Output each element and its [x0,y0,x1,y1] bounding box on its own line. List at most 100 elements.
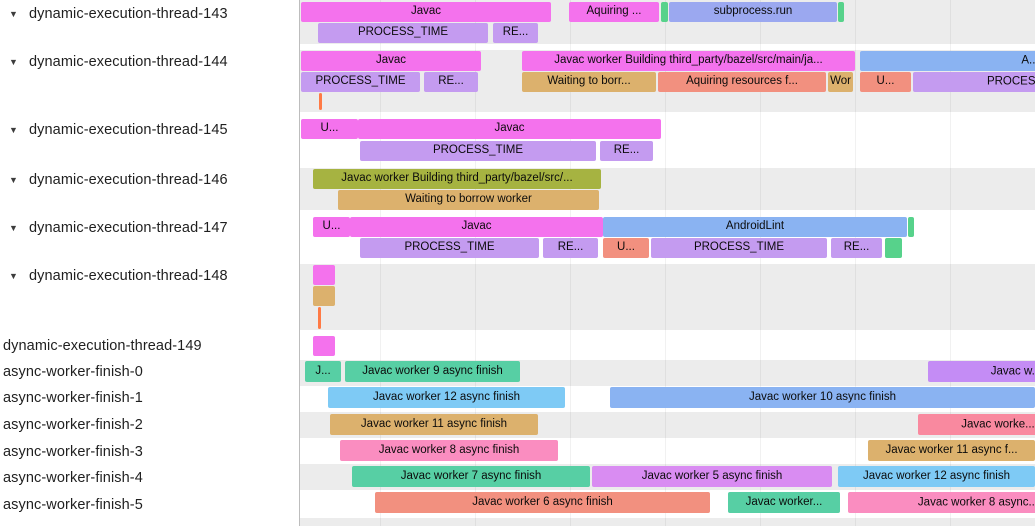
track-label-dynamic-execution-thread-144[interactable]: ▼ dynamic-execution-thread-144 [0,52,298,72]
trace-slice[interactable]: PROCESS_TIME [318,23,488,43]
trace-slice[interactable]: PROCESS_TIME [651,238,827,258]
slice-label: Javac worker Building third_party/bazel/… [554,54,823,67]
track-label-async-worker-finish-0[interactable]: async-worker-finish-0 [0,362,298,382]
sidebar: ▼ dynamic-execution-thread-143 ▼ dynamic-ex… [0,0,300,526]
trace-slice[interactable] [313,286,335,306]
trace-slice[interactable]: Wor [828,72,853,92]
slice-label: Javac worker 8 async... [917,495,1035,508]
slice-label: Javac w... [990,364,1035,377]
trace-slice[interactable]: Javac worker 11 async f... [868,440,1035,461]
trace-slice[interactable] [319,93,322,110]
trace-slice[interactable]: J... [305,361,341,382]
trace-slice[interactable]: Javac worker 5 async finish [592,466,832,487]
trace-slice[interactable]: Javac worker 11 async finish [330,414,538,435]
trace-slice[interactable]: U... [860,72,911,92]
slice-label: subprocess.run [713,5,793,18]
track-name: async-worker-finish-3 [3,444,143,460]
trace-slice[interactable]: RE... [493,23,538,43]
trace-slice[interactable] [313,336,335,356]
trace-slice[interactable]: Aquiring resources f... [658,72,826,92]
trace-slice[interactable]: Javac worker 9 async finish [345,361,520,382]
trace-slice[interactable]: RE... [424,72,478,92]
slice-label: Javac [410,5,442,18]
trace-slice[interactable]: Javac [301,51,481,71]
trace-slice[interactable] [908,217,914,237]
track-name: async-worker-finish-5 [3,497,143,513]
trace-slice[interactable]: PROCESS_TIME [913,72,1035,92]
trace-slice[interactable]: U... [313,217,350,237]
track-label-async-worker-finish-3[interactable]: async-worker-finish-3 [0,442,298,462]
trace-slice[interactable]: U... [301,119,358,139]
trace-slice[interactable]: Javac worker Building third_party/bazel/… [522,51,855,71]
track-name: async-worker-finish-2 [3,417,143,433]
trace-slice[interactable]: Javac [350,217,603,237]
trace-slice[interactable] [318,307,321,329]
trace-slice[interactable] [661,2,668,22]
trace-slice[interactable]: AndroidLint [603,217,907,237]
slice-label: Waiting to borrow worker [405,193,532,206]
track-label-async-worker-finish-5[interactable]: async-worker-finish-5 [0,495,298,515]
trace-slice[interactable] [838,2,844,22]
gridline [380,0,381,526]
slice-label: Javac [461,220,492,233]
gridline [950,0,951,526]
trace-slice[interactable]: A... [860,51,1035,71]
trace-slice[interactable]: subprocess.run [669,2,837,22]
trace-slice[interactable]: PROCESS_TIME [360,238,539,258]
trace-slice[interactable]: Javac worker Building third_party/bazel/… [313,169,601,189]
trace-slice[interactable]: Javac [301,2,551,22]
track-label-dynamic-execution-thread-149[interactable]: dynamic-execution-thread-149 [0,336,298,356]
trace-slice[interactable]: Waiting to borr... [522,72,656,92]
track-label-dynamic-execution-thread-146[interactable]: ▼ dynamic-execution-thread-146 [0,170,298,190]
trace-slice[interactable]: Waiting to borrow worker [338,190,599,210]
track-label-async-worker-finish-4[interactable]: async-worker-finish-4 [0,468,298,488]
trace-slice[interactable]: Javac worke... [918,414,1035,435]
trace-slice[interactable]: Javac worker 6 async finish [375,492,710,513]
trace-slice[interactable]: Javac worker 10 async finish [610,387,1035,408]
trace-slice[interactable]: Javac worker 8 async finish [340,440,558,461]
track-label-dynamic-execution-thread-145[interactable]: ▼ dynamic-execution-thread-145 [0,120,298,140]
trace-slice[interactable]: RE... [543,238,598,258]
track-name: async-worker-finish-4 [3,470,143,486]
trace-slice[interactable]: Javac worker 12 async finish [328,387,565,408]
trace-slice[interactable]: Javac worker 7 async finish [352,466,590,487]
track-label-dynamic-execution-thread-143[interactable]: ▼ dynamic-execution-thread-143 [0,4,298,24]
slice-label: RE... [502,26,529,39]
gridline [855,0,856,526]
collapse-arrow-icon[interactable]: ▼ [9,271,18,281]
slice-label: PROCESS_TIME [315,75,406,88]
slice-label: J... [315,364,331,377]
trace-slice[interactable]: Javac w... [928,361,1035,382]
collapse-arrow-icon[interactable]: ▼ [9,9,18,19]
trace-slice[interactable]: Javac worker 8 async... [848,492,1035,513]
collapse-arrow-icon[interactable]: ▼ [9,223,18,233]
collapse-arrow-icon[interactable]: ▼ [9,175,18,185]
collapse-arrow-icon[interactable]: ▼ [9,57,18,67]
trace-slice[interactable]: Javac [358,119,661,139]
trace-slice[interactable] [885,238,902,258]
trace-slice[interactable]: U... [603,238,649,258]
track-label-dynamic-execution-thread-148[interactable]: ▼ dynamic-execution-thread-148 [0,266,298,286]
trace-slice[interactable]: Javac worker 12 async finish [838,466,1035,487]
trace-slice[interactable] [313,265,335,285]
slice-label: Javac worker Building third_party/bazel/… [341,172,573,185]
trace-slice[interactable]: PROCESS_TIME [360,141,596,161]
track-name: async-worker-finish-1 [3,390,143,406]
trace-slice[interactable]: RE... [600,141,653,161]
gridline [475,0,476,526]
collapse-arrow-icon[interactable]: ▼ [9,125,18,135]
trace-slice[interactable]: PROCESS_TIME [301,72,420,92]
track-name: dynamic-execution-thread-145 [29,122,228,138]
trace-slice[interactable]: Aquiring ... [569,2,659,22]
track-name: dynamic-execution-thread-148 [29,268,228,284]
trace-slice[interactable]: RE... [831,238,882,258]
trace-slice[interactable]: Javac worker... [728,492,840,513]
track-label-async-worker-finish-1[interactable]: async-worker-finish-1 [0,388,298,408]
track-label-async-worker-finish-2[interactable]: async-worker-finish-2 [0,415,298,435]
slice-label: Javac worker 9 async finish [362,364,503,377]
track-label-dynamic-execution-thread-147[interactable]: ▼ dynamic-execution-thread-147 [0,218,298,238]
track-lane-partial-bottom-track [300,518,1035,526]
